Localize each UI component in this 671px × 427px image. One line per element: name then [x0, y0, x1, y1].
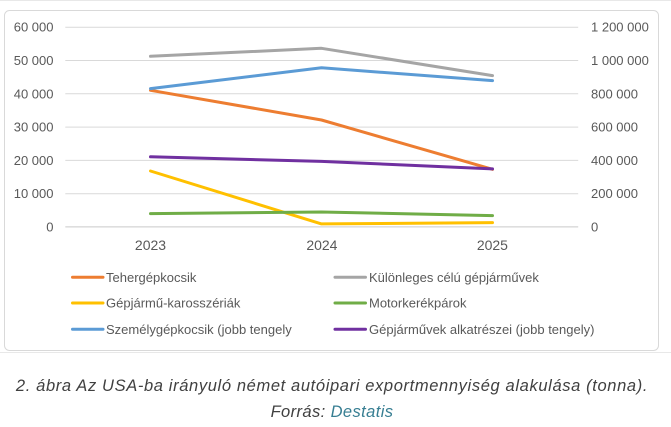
- svg-text:Gépjárművek alkatrészei (jobb: Gépjárművek alkatrészei (jobb tengely): [369, 322, 594, 337]
- svg-text:60 000: 60 000: [14, 20, 54, 35]
- svg-text:2023: 2023: [135, 237, 166, 253]
- svg-text:2025: 2025: [477, 237, 508, 253]
- svg-text:Különleges célú gépjárművek: Különleges célú gépjárművek: [369, 270, 539, 285]
- svg-text:50 000: 50 000: [14, 53, 54, 68]
- svg-text:800 000: 800 000: [591, 86, 638, 101]
- svg-text:400 000: 400 000: [591, 153, 638, 168]
- svg-text:200 000: 200 000: [591, 186, 638, 201]
- svg-text:0: 0: [46, 219, 53, 234]
- svg-text:0: 0: [591, 219, 598, 234]
- svg-text:Gépjármű-karosszériák: Gépjármű-karosszériák: [106, 296, 241, 311]
- svg-text:40 000: 40 000: [14, 86, 54, 101]
- svg-text:2024: 2024: [306, 237, 337, 253]
- svg-text:1 000 000: 1 000 000: [591, 53, 649, 68]
- svg-text:Személygépkocsik (jobb tengely: Személygépkocsik (jobb tengely: [106, 322, 292, 337]
- svg-text:Tehergépkocsik: Tehergépkocsik: [106, 270, 197, 285]
- svg-text:20 000: 20 000: [14, 153, 54, 168]
- svg-text:10 000: 10 000: [14, 186, 54, 201]
- svg-text:30 000: 30 000: [14, 120, 54, 135]
- svg-text:1 200 000: 1 200 000: [591, 20, 649, 35]
- svg-text:Motorkerékpárok: Motorkerékpárok: [369, 296, 467, 311]
- svg-text:600 000: 600 000: [591, 120, 638, 135]
